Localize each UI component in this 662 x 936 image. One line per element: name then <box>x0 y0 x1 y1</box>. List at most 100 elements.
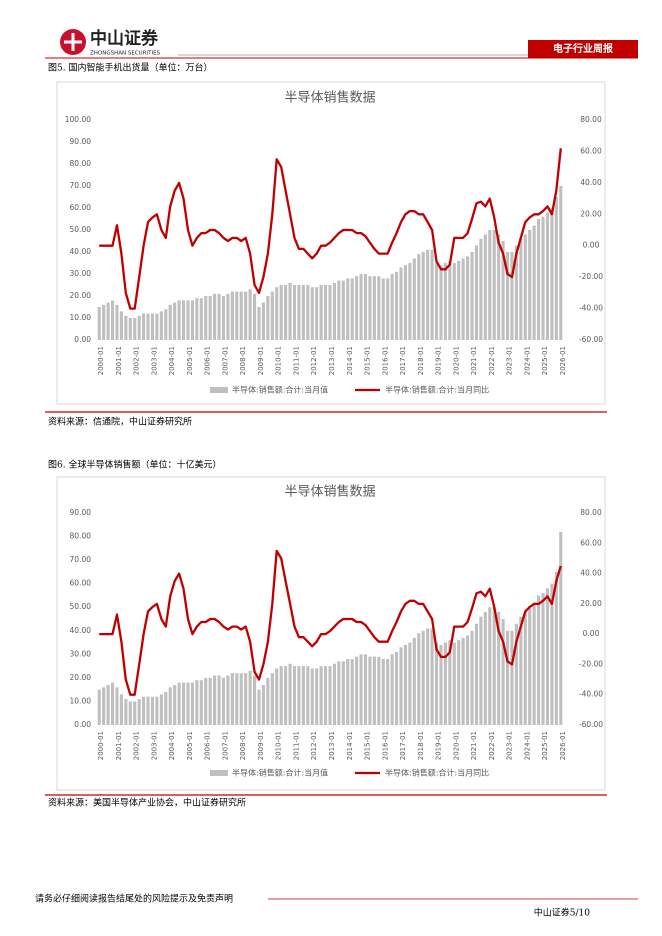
bar <box>532 225 536 340</box>
bar <box>492 230 496 340</box>
y-tick-label: 10.00 <box>70 313 92 322</box>
source: 资料来源：信通院，中山证券研究所 <box>48 416 192 428</box>
bar <box>443 642 447 725</box>
bar <box>559 186 563 340</box>
bar <box>341 661 345 725</box>
x-tick-label: 2014-01 <box>346 731 354 760</box>
bar <box>501 241 505 340</box>
bar <box>204 296 208 340</box>
y-tick-label: 40.00 <box>70 626 92 635</box>
bar <box>155 313 159 340</box>
bar <box>102 687 106 725</box>
bar <box>417 633 421 725</box>
bar <box>248 670 252 725</box>
bar <box>554 197 558 340</box>
x-tick-label: 2021-01 <box>470 731 478 760</box>
bar <box>190 300 194 340</box>
y2-tick-label: 80.00 <box>580 508 602 517</box>
figure-caption: 图6. 全球半导体销售额（单位：十亿美元） <box>48 459 221 471</box>
bar <box>483 234 487 340</box>
bar <box>514 623 518 725</box>
bar <box>505 252 510 340</box>
bar <box>297 666 301 725</box>
y-tick-label: 80.00 <box>70 532 92 541</box>
bar <box>434 642 439 725</box>
bar <box>395 271 399 340</box>
bar <box>550 208 554 340</box>
bar <box>452 642 456 725</box>
bar <box>261 684 265 725</box>
bar <box>119 694 123 725</box>
bar <box>488 607 492 725</box>
x-tick-label: 2019-01 <box>435 346 443 375</box>
line <box>99 549 562 696</box>
bar <box>359 654 363 725</box>
y2-tick-label: 0.00 <box>583 241 600 250</box>
bar <box>221 677 226 725</box>
bar <box>159 311 163 340</box>
logo-cross <box>64 33 82 51</box>
bar <box>133 318 137 340</box>
y-tick-label: 50.00 <box>70 225 92 234</box>
bar <box>421 252 425 340</box>
y-tick-label: 50.00 <box>70 602 92 611</box>
x-tick-label: 2025-01 <box>541 346 549 375</box>
x-tick-label: 2016-01 <box>381 731 389 760</box>
bar <box>514 245 518 340</box>
bar <box>341 280 345 340</box>
y-tick-label: 80.00 <box>70 159 92 168</box>
bar <box>492 607 496 725</box>
bar <box>483 611 487 725</box>
x-tick-label: 2016-01 <box>381 346 389 375</box>
y2-tick-label: -40.00 <box>579 304 603 313</box>
x-tick-label: 2009-01 <box>257 731 265 760</box>
y2-tick-label: 20.00 <box>580 599 602 608</box>
bar <box>306 666 310 725</box>
bar <box>501 619 505 725</box>
bar <box>199 298 203 340</box>
x-tick-label: 2012-01 <box>310 346 318 375</box>
bar <box>470 630 474 725</box>
x-tick-label: 2015-01 <box>364 731 372 760</box>
bar <box>270 291 274 340</box>
bar <box>545 588 550 725</box>
bar <box>550 583 554 725</box>
bar <box>377 656 381 725</box>
legend-label: 半导体:销售额:合计:当月值 <box>232 768 328 778</box>
bar <box>346 659 350 725</box>
bar <box>324 666 328 725</box>
bar <box>128 701 132 725</box>
bar <box>195 680 199 725</box>
figure-caption: 图5. 国内智能手机出货量（单位：万台） <box>48 62 212 74</box>
bar <box>252 675 257 725</box>
bar <box>204 677 208 725</box>
y-tick-label: 30.00 <box>70 269 92 278</box>
bar <box>159 694 163 725</box>
bar <box>457 640 461 725</box>
x-tick-label: 2013-01 <box>328 346 336 375</box>
bar <box>466 256 470 340</box>
bar <box>363 274 368 340</box>
y2-tick-label: -40.00 <box>579 690 603 699</box>
bar <box>106 302 110 340</box>
bar <box>226 293 230 340</box>
bar <box>288 282 292 340</box>
bar <box>399 267 403 340</box>
bar <box>519 616 523 725</box>
bar <box>155 696 159 725</box>
bar <box>115 304 119 340</box>
y2-tick-label: 40.00 <box>580 178 602 187</box>
bar <box>537 595 541 725</box>
bar <box>328 666 332 725</box>
bar <box>168 687 172 725</box>
bar <box>168 304 172 340</box>
bar <box>284 285 288 340</box>
bar <box>350 659 354 725</box>
x-tick-label: 2001-01 <box>115 346 123 375</box>
bar <box>292 666 297 725</box>
bar <box>439 644 443 725</box>
bar <box>164 692 168 725</box>
bar <box>532 602 536 725</box>
y-tick-label: 20.00 <box>70 673 92 682</box>
bar <box>386 278 390 340</box>
